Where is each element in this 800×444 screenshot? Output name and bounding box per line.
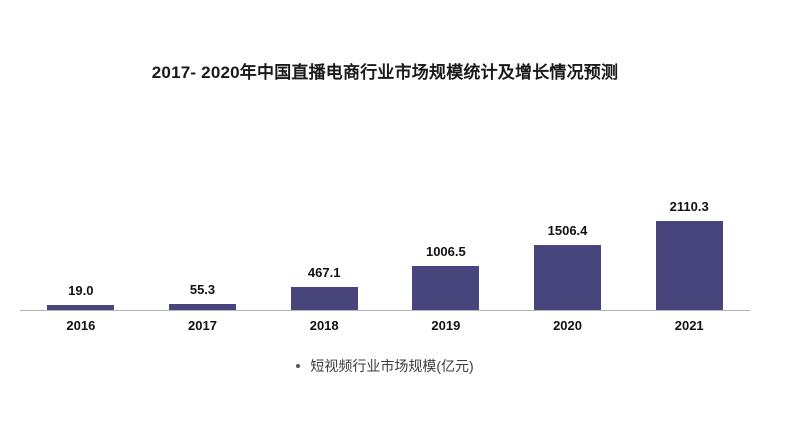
bar — [534, 245, 602, 310]
x-tick-label: 2019 — [431, 318, 461, 333]
x-tick-label: 2016 — [66, 318, 96, 333]
bar-group-2019: 1006.5 — [385, 243, 507, 310]
bar — [169, 303, 236, 310]
bar-value-label: 1506.4 — [547, 223, 588, 239]
bar-group-2020: 1506.4 — [507, 223, 629, 310]
bar-value-label: 2110.3 — [669, 199, 709, 214]
legend-bullet-icon — [296, 364, 301, 368]
x-tick-label: 2021 — [674, 318, 704, 333]
bar — [655, 221, 723, 310]
bar-group-2017: 55.3 — [142, 282, 264, 310]
x-tick-label: 2017 — [188, 318, 217, 333]
bar-group-2016: 19.0 — [20, 283, 142, 310]
x-axis-line — [20, 310, 750, 311]
bar — [47, 305, 115, 310]
x-axis-tick-labels: 2016 2017 2018 2019 2020 2021 — [20, 318, 750, 333]
legend: 短视频行业市场规模(亿元) — [20, 356, 750, 376]
bar-group-2018: 467.1 — [263, 265, 385, 310]
legend-label: 短视频行业市场规模(亿元) — [310, 358, 474, 374]
bar — [412, 265, 480, 310]
bar-value-label: 19.0 — [68, 283, 94, 299]
x-tick-label: 2020 — [553, 318, 582, 333]
bar-value-label: 1006.5 — [425, 243, 466, 259]
chart-title: 2017- 2020年中国直播电商行业市场规模统计及增长情况预测 — [151, 63, 619, 82]
bar-value-label: 55.3 — [189, 281, 216, 297]
bar-value-label: 467.1 — [307, 265, 341, 281]
plot-area: 19.0 55.3 467.1 1006.5 1506.4 2110.3 — [20, 199, 750, 310]
bar-group-2021: 2110.3 — [628, 199, 750, 310]
bar — [290, 287, 358, 310]
x-tick-label: 2018 — [309, 318, 339, 333]
